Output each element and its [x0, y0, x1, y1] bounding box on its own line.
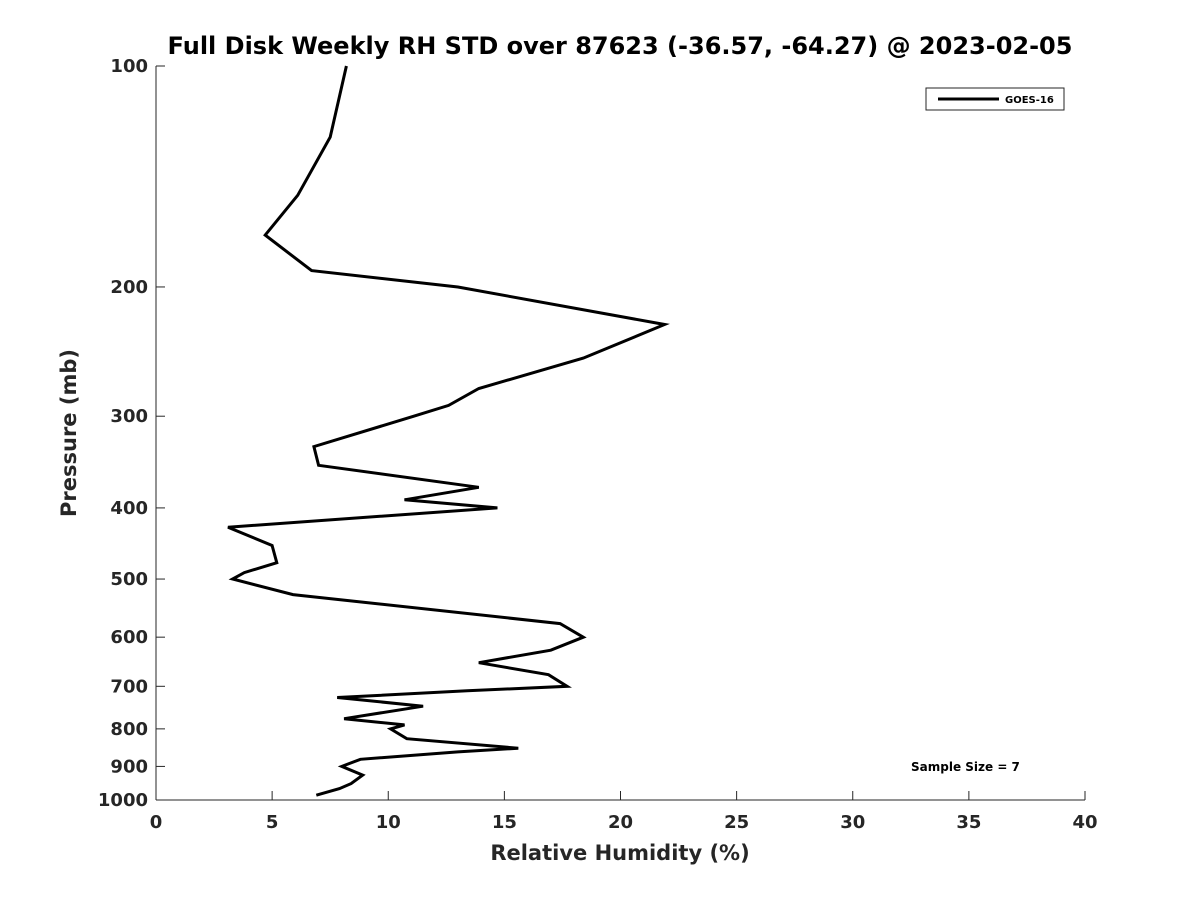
- chart-title: Full Disk Weekly RH STD over 87623 (-36.…: [168, 32, 1073, 60]
- x-tick-label: 5: [266, 812, 279, 833]
- x-tick-label: 20: [608, 812, 633, 833]
- x-tick-label: 15: [492, 812, 517, 833]
- series-line-goes-16: [227, 65, 670, 797]
- y-tick-label: 300: [110, 406, 148, 427]
- x-tick-label: 40: [1072, 812, 1097, 833]
- legend: GOES-16: [925, 87, 1065, 111]
- y-tick-label: 400: [110, 498, 148, 519]
- y-tick-label: 600: [110, 627, 148, 648]
- x-axis-label: Relative Humidity (%): [490, 841, 749, 865]
- sample-size-annotation: Sample Size = 7: [911, 760, 1020, 774]
- x-tick-label: 25: [724, 812, 749, 833]
- x-tick-label: 30: [840, 812, 865, 833]
- y-tick-label: 800: [110, 719, 148, 740]
- series-layer: [227, 65, 670, 797]
- x-tick-label: 35: [956, 812, 981, 833]
- x-tick-label: 10: [376, 812, 401, 833]
- y-tick-label: 100: [110, 56, 148, 77]
- y-tick-label: 200: [110, 277, 148, 298]
- y-tick-label: 500: [110, 569, 148, 590]
- y-axis-label: Pressure (mb): [57, 349, 81, 517]
- y-ticks: 100 200 300 400 500 600 700 800 900 1000: [98, 56, 165, 811]
- x-ticks: 0 5 10 15 20 25 30 35 40: [150, 791, 1098, 833]
- x-tick-label: 0: [150, 812, 163, 833]
- y-tick-label: 1000: [98, 790, 148, 811]
- y-tick-label: 900: [110, 756, 148, 777]
- legend-label: GOES-16: [1005, 95, 1054, 106]
- y-tick-label: 700: [110, 676, 148, 697]
